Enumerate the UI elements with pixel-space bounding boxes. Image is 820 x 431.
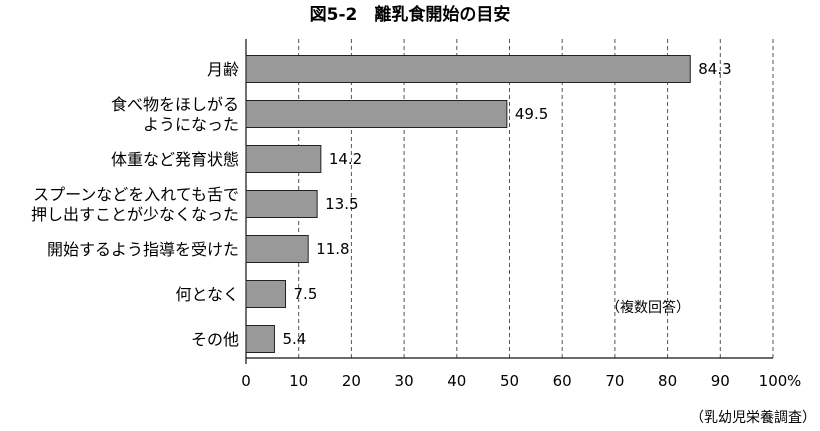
category-label-1-0: 食べ物をほしがる [111,95,239,114]
bar-1 [245,100,508,128]
x-axis-unit: % [787,372,801,390]
x-tick-label-50: 50 [500,372,519,390]
bar-6 [245,325,275,353]
source-note: （乳幼児栄養調査） [690,409,816,426]
x-tick-label-40: 40 [447,372,466,390]
value-label-1: 49.5 [515,105,548,123]
multiple-answer-note: （複数回答） [606,299,690,316]
category-label-3-1: 押し出すことが少なくなった [31,205,239,224]
value-label-6: 5.4 [282,330,306,348]
x-tick-label-80: 80 [658,372,677,390]
bar-4 [245,235,309,263]
category-label-4-0: 開始するよう指導を受けた [47,240,239,259]
x-tick-label-0: 0 [241,372,251,390]
value-label-0: 84.3 [698,60,731,78]
category-label-5-0: 何となく [175,285,239,304]
x-tick-label-20: 20 [342,372,361,390]
value-label-2: 14.2 [329,150,362,168]
x-tick-label-60: 60 [553,372,572,390]
category-label-2-0: 体重など発育状態 [111,150,239,169]
value-label-4: 11.8 [316,240,349,258]
bar-3 [245,190,318,218]
bar-0 [245,55,691,83]
value-label-3: 13.5 [325,195,358,213]
x-tick-label-100: 100 [759,372,788,390]
category-label-1-1: ようになった [143,115,239,134]
x-tick-label-70: 70 [605,372,624,390]
x-tick-label-30: 30 [395,372,414,390]
value-label-5: 7.5 [294,285,318,303]
bar-5 [245,280,287,308]
category-label-6-0: その他 [191,330,239,349]
category-label-0-0: 月齢 [207,60,239,79]
category-label-3-0: スプーンなどを入れても舌で [33,185,239,204]
x-tick-label-90: 90 [711,372,730,390]
x-tick-label-10: 10 [289,372,308,390]
chart-title: 図5-2 離乳食開始の目安 [310,4,511,25]
bar-2 [245,145,322,173]
